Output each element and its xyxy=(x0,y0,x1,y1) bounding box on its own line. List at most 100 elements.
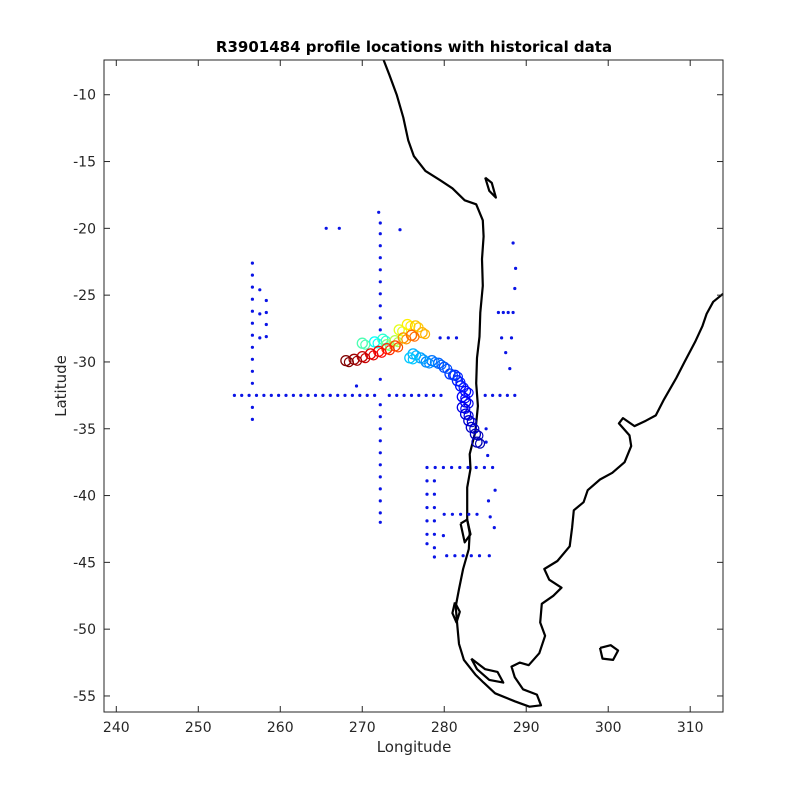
historical-point xyxy=(378,499,382,503)
historical-point xyxy=(458,465,462,470)
historical-point xyxy=(258,288,262,292)
historical-point xyxy=(506,310,510,315)
historical-point xyxy=(501,310,505,315)
axes-background xyxy=(104,60,723,712)
historical-point xyxy=(450,512,454,516)
historical-point xyxy=(425,542,429,546)
x-tick-label: 250 xyxy=(185,720,212,736)
historical-point xyxy=(378,439,382,443)
historical-point xyxy=(475,512,479,516)
historical-point xyxy=(299,393,303,397)
historical-point xyxy=(258,312,262,316)
historical-point xyxy=(450,465,454,470)
historical-point xyxy=(250,357,254,361)
historical-point xyxy=(378,328,382,332)
historical-point xyxy=(504,351,508,355)
profile-point xyxy=(409,331,420,342)
x-axis: 240 250 260 270 280 290 300 310 xyxy=(103,60,704,736)
profile-point xyxy=(420,329,431,340)
historical-point xyxy=(378,316,382,320)
historical-point xyxy=(425,479,429,483)
historical-point xyxy=(493,488,497,492)
historical-point xyxy=(264,310,268,315)
historical-point xyxy=(365,393,369,397)
historical-point xyxy=(461,554,465,558)
profile-point xyxy=(407,354,418,365)
historical-point xyxy=(425,465,429,470)
historical-point xyxy=(378,520,382,524)
x-axis-label: Longitude xyxy=(377,738,452,756)
historical-point xyxy=(477,554,482,558)
historical-point xyxy=(432,532,436,536)
coastline xyxy=(470,657,505,684)
historical-point xyxy=(378,280,382,284)
historical-point xyxy=(306,393,310,397)
historical-point xyxy=(378,451,382,455)
historical-point xyxy=(474,465,478,470)
historical-point xyxy=(491,393,495,397)
y-tick-label: -35 xyxy=(73,422,96,438)
historical-point xyxy=(264,335,268,339)
historical-point xyxy=(445,554,449,558)
historical-point xyxy=(313,393,318,397)
historical-point xyxy=(496,310,500,315)
historical-point xyxy=(466,465,470,470)
profile-point xyxy=(397,326,408,337)
x-tick-label: 260 xyxy=(267,720,294,736)
historical-point xyxy=(488,515,492,519)
historical-point xyxy=(378,268,382,272)
coastline xyxy=(459,518,472,544)
profile-point xyxy=(343,357,354,368)
historical-point xyxy=(336,393,340,397)
profile-point xyxy=(460,403,471,414)
historical-point xyxy=(240,393,244,397)
historical-point xyxy=(432,492,436,496)
historical-point xyxy=(425,519,429,523)
coastline xyxy=(598,644,620,661)
profile-point xyxy=(460,393,471,404)
historical-point xyxy=(378,511,382,515)
y-tick-label: -45 xyxy=(73,555,96,571)
historical-point xyxy=(486,499,491,503)
historical-point xyxy=(250,405,254,409)
historical-point xyxy=(486,453,490,458)
coastline xyxy=(484,176,497,199)
historical-point xyxy=(511,241,515,245)
profile-point xyxy=(469,423,480,434)
historical-point xyxy=(433,465,437,470)
historical-point xyxy=(442,512,446,516)
historical-point xyxy=(432,546,436,550)
historical-point xyxy=(264,298,268,303)
profile-point xyxy=(447,370,459,381)
historical-point xyxy=(492,526,496,530)
y-tick-label: -40 xyxy=(73,489,96,505)
historical-point xyxy=(250,309,254,313)
y-axis: -10 -15 -20 -25 -30 -35 -40 -45 -50 -55 xyxy=(73,88,723,705)
profile-point xyxy=(352,355,363,366)
historical-point xyxy=(378,221,382,225)
historical-data-layer xyxy=(232,210,518,559)
historical-point xyxy=(377,210,381,214)
historical-point xyxy=(328,393,332,397)
historical-point xyxy=(508,367,512,371)
historical-point xyxy=(441,465,445,470)
y-tick-label: -55 xyxy=(73,689,96,705)
historical-point xyxy=(424,393,428,397)
historical-point xyxy=(264,322,268,327)
historical-point xyxy=(511,310,515,315)
historical-point xyxy=(247,393,251,397)
historical-point xyxy=(432,479,436,483)
x-tick-label: 270 xyxy=(349,720,376,736)
historical-point xyxy=(469,554,473,558)
y-axis-label: Latitude xyxy=(52,355,70,417)
historical-point xyxy=(514,266,518,270)
plot-area xyxy=(103,59,724,713)
historical-point xyxy=(258,336,262,340)
historical-point xyxy=(454,336,459,340)
historical-point xyxy=(250,297,254,301)
historical-point xyxy=(378,427,382,431)
historical-point xyxy=(250,333,254,337)
historical-point xyxy=(324,226,328,230)
profile-point xyxy=(458,382,469,393)
